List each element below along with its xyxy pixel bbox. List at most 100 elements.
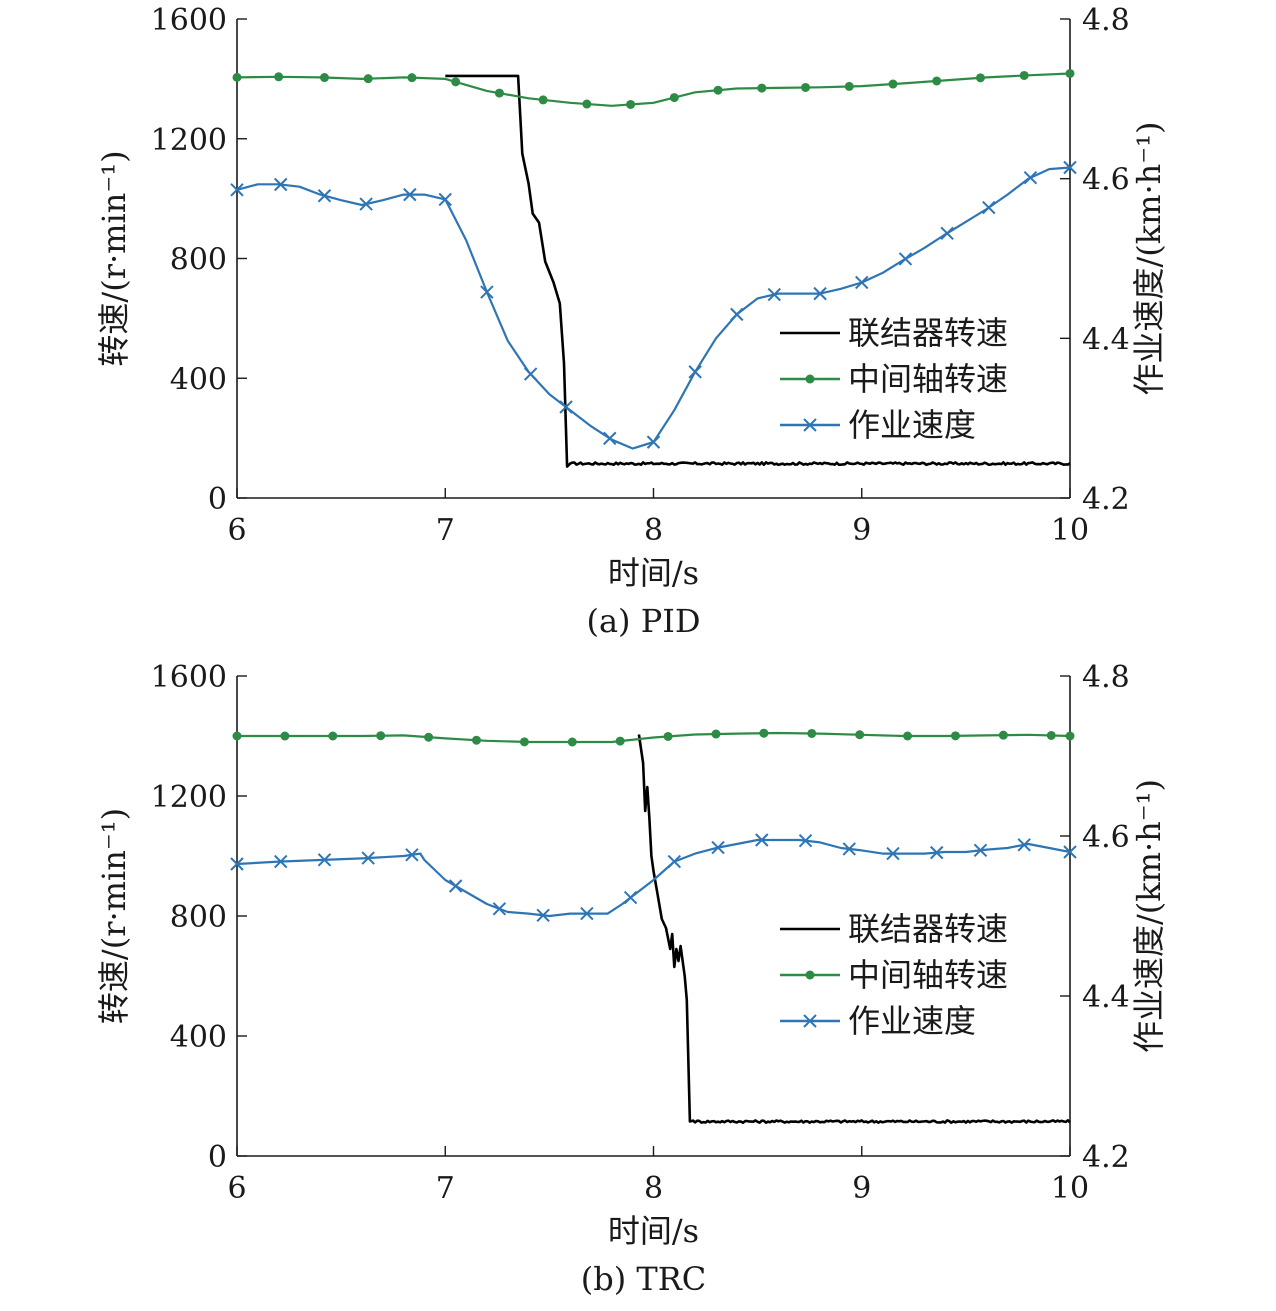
series-point (471, 735, 481, 745)
y2-tick-label: 4.8 (1082, 3, 1130, 38)
series-point (603, 431, 617, 446)
series-point (975, 73, 985, 83)
series-point (932, 76, 942, 86)
series-point (940, 226, 954, 240)
series-1 (232, 728, 1075, 747)
series-point (623, 890, 638, 905)
legend-marker (803, 1014, 817, 1028)
y2-tick-label: 4.8 (1082, 660, 1130, 695)
legend-marker (803, 418, 817, 432)
series-point (519, 737, 529, 747)
series-point (438, 192, 452, 207)
chart-panel-a: 6 7 8 9 10 0 400 800 1200 1600 4.2 4.4 4.6 4.8 时间/s 转速/… (95, 3, 1168, 640)
y-tick-label: 1600 (151, 660, 227, 695)
series-point (274, 177, 288, 192)
y-tick-label: 0 (208, 1140, 227, 1175)
y-tick-label: 1200 (151, 123, 227, 158)
series-point (319, 73, 329, 83)
y-tick-label: 800 (170, 900, 227, 935)
series-point (403, 187, 417, 202)
series-point (361, 851, 375, 865)
series-point (755, 833, 769, 847)
series-line (236, 72, 1071, 107)
y2-axis-label: 作业速度/(km·h⁻¹) (1130, 779, 1168, 1053)
y2-tick-label: 4.6 (1082, 820, 1130, 855)
series-point (1023, 171, 1038, 185)
series-point (982, 200, 996, 215)
legend-label: 中间轴转速 (848, 956, 1008, 994)
y-tick-label: 1200 (151, 780, 227, 815)
series-point (523, 367, 538, 381)
legend-label: 作业速度 (848, 406, 976, 444)
series-1 (232, 68, 1075, 109)
series-point (480, 285, 494, 299)
series-line (445, 74, 1071, 468)
chart-caption: (b) TRC (581, 1260, 707, 1298)
series-point (855, 275, 869, 290)
y-tick-label: 1600 (151, 3, 227, 38)
x-tick-label: 10 (1051, 1171, 1089, 1206)
x-axis-label: 时间/s (608, 1212, 699, 1250)
series-point (903, 731, 913, 741)
series-point (424, 732, 434, 742)
series-point (232, 731, 242, 741)
series-point (1063, 845, 1077, 859)
series-point (1065, 731, 1075, 741)
y-tick-label: 0 (208, 482, 227, 517)
series-point (898, 252, 913, 266)
series-point (376, 731, 386, 741)
series-point (232, 72, 242, 82)
chart-caption: (a) PID (586, 602, 700, 640)
series-point (855, 730, 865, 740)
legend-label: 作业速度 (848, 1002, 976, 1040)
series-point (536, 908, 550, 922)
series-0 (637, 734, 1071, 1124)
series-point (448, 879, 463, 893)
series-point (844, 81, 854, 91)
series-point (274, 72, 284, 82)
legend-marker (805, 374, 815, 384)
series-point (1017, 838, 1031, 852)
y2-tick-label: 4.2 (1082, 482, 1130, 517)
series-point (930, 845, 944, 860)
y2-tick-label: 4.4 (1082, 322, 1130, 357)
x-tick-label: 9 (852, 513, 871, 548)
y-axis-label: 转速/(r·min⁻¹) (95, 808, 133, 1024)
series-point (559, 400, 573, 414)
series-point (813, 286, 827, 301)
series-line (237, 731, 1071, 744)
series-point (669, 93, 679, 103)
series-point (730, 307, 744, 322)
series-0 (445, 74, 1071, 468)
series-point (407, 73, 417, 83)
series-2 (230, 160, 1077, 450)
series-point (646, 435, 661, 449)
series-point (230, 183, 244, 197)
series-point (538, 95, 548, 105)
series-point (230, 857, 244, 871)
series-point (274, 854, 288, 869)
series-point (667, 854, 682, 869)
x-tick-label: 10 (1051, 513, 1089, 548)
x-tick-label: 8 (644, 513, 663, 548)
series-point (615, 736, 625, 746)
series-point (886, 846, 900, 861)
y-tick-label: 400 (170, 1020, 227, 1055)
series-point (801, 82, 811, 92)
series-point (663, 731, 673, 741)
series-point (317, 189, 332, 203)
series-point (888, 79, 898, 89)
series-point (580, 906, 594, 921)
series-point (328, 731, 338, 741)
x-axis-label: 时间/s (608, 554, 699, 592)
series-point (626, 99, 636, 109)
chart-panel-b: 6 7 8 9 10 0 400 800 1200 1600 4.2 4.4 4.6 4.8 时间/s 转速/… (95, 660, 1168, 1298)
series-point (759, 728, 769, 738)
y2-axis-label: 作业速度/(km·h⁻¹) (1130, 122, 1168, 396)
series-point (451, 77, 461, 87)
x-tick-label: 9 (852, 1171, 871, 1206)
series-point (713, 85, 723, 95)
